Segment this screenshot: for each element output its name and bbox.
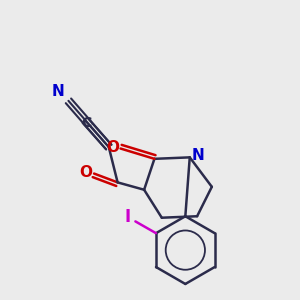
Text: C: C [82, 116, 92, 130]
Text: N: N [52, 85, 64, 100]
Text: O: O [79, 165, 92, 180]
Text: I: I [125, 208, 131, 226]
Text: O: O [106, 140, 119, 154]
Text: N: N [192, 148, 204, 164]
